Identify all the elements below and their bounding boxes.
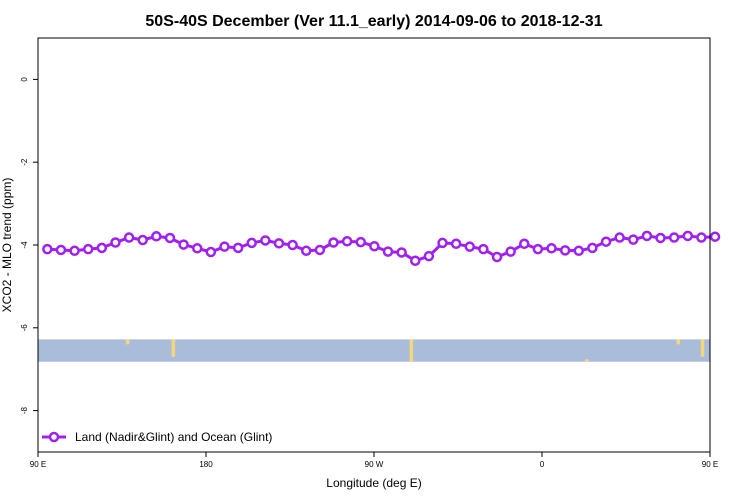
data-point (709, 231, 721, 242)
data-point (273, 238, 285, 249)
data-point (151, 231, 162, 242)
data-point (300, 245, 312, 257)
data-point (464, 241, 476, 252)
data-point (355, 236, 366, 248)
surface-type-band (38, 339, 710, 362)
data-point (450, 238, 462, 250)
y-tick-label: -6 (20, 324, 29, 332)
data-point (559, 245, 571, 256)
data-point (573, 245, 585, 257)
x-tick-label: 90 E (702, 460, 718, 469)
data-point (341, 236, 353, 247)
data-point (82, 243, 94, 255)
data-point (382, 246, 394, 257)
y-tick-label: -8 (20, 406, 29, 414)
land-patch (125, 339, 130, 345)
data-point (137, 234, 148, 246)
data-point (55, 244, 67, 256)
data-point (396, 247, 407, 258)
data-point (478, 243, 489, 255)
data-point (600, 236, 612, 247)
x-tick-label: 180 (199, 460, 213, 469)
data-point (260, 235, 271, 246)
data-point (232, 242, 244, 254)
data-point (491, 251, 503, 263)
data-point (123, 232, 135, 243)
data-point (191, 243, 203, 254)
data-point (96, 242, 108, 254)
chart-title: 50S-40S December (Ver 11.1_early) 2014-0… (145, 13, 602, 30)
y-axis: 0 -2 -4 -6 -8 (20, 77, 38, 414)
data-point (696, 232, 707, 243)
data-point (587, 242, 598, 254)
y-axis-label: XCO2 - MLO trend (ppm) (0, 178, 14, 313)
legend: Land (Nadir&Glint) and Ocean (Glint) (42, 430, 272, 444)
data-point (110, 237, 121, 248)
land-patch (171, 339, 176, 357)
y-tick-label: 0 (20, 77, 29, 82)
land-patch (700, 339, 705, 357)
data-point (614, 232, 625, 243)
data-point (69, 245, 80, 257)
y-tick-label: -2 (20, 158, 29, 166)
x-tick-label: 0 (540, 460, 545, 469)
data-point (164, 232, 176, 244)
data-point (437, 237, 448, 249)
data-point (42, 243, 53, 255)
data-point (641, 230, 653, 242)
legend-label: Land (Nadir&Glint) and Ocean (Glint) (75, 430, 272, 444)
ocean-band (38, 339, 710, 362)
data-point (628, 234, 639, 245)
data-point (287, 239, 298, 251)
data-point (314, 244, 326, 256)
x-tick-label: 90 E (30, 460, 46, 469)
data-point (246, 237, 257, 249)
data-point (178, 239, 189, 250)
x-axis: 90 E 180 90 W 0 90 E (30, 452, 718, 469)
data-point (532, 243, 544, 255)
data-point (369, 240, 380, 252)
y-tick-label: -4 (20, 241, 29, 249)
data-point (519, 238, 530, 250)
data-point (423, 250, 435, 262)
data-point (205, 246, 217, 258)
data-point (505, 246, 516, 257)
data-point (655, 232, 666, 244)
data-point (546, 243, 557, 254)
land-patch (409, 339, 414, 362)
data-point (219, 241, 230, 252)
data-point (328, 237, 339, 248)
land-patch (585, 359, 589, 362)
series-layer (42, 230, 721, 266)
data-point (410, 255, 421, 266)
x-axis-label: Longitude (deg E) (326, 476, 421, 490)
data-point (668, 232, 680, 243)
land-patch (676, 339, 681, 345)
data-point (682, 230, 694, 242)
legend-marker-swatch (48, 431, 60, 443)
x-tick-label: 90 W (365, 460, 384, 469)
